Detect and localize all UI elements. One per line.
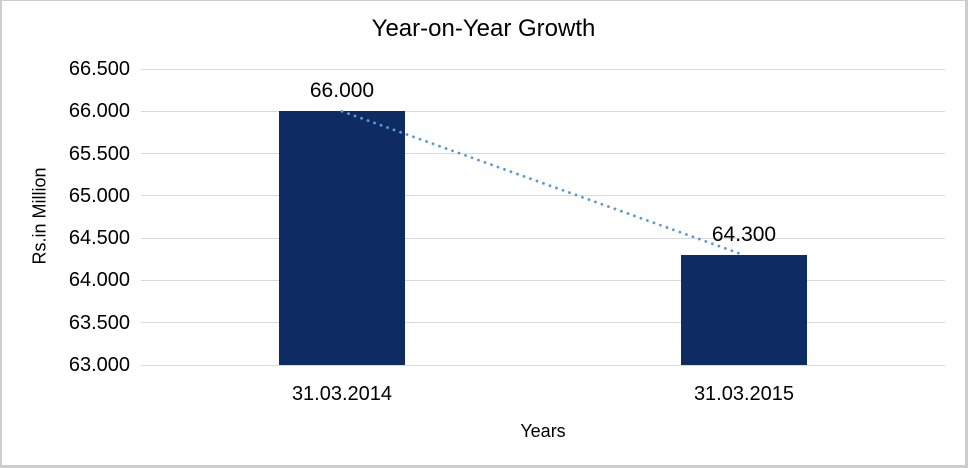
y-tick-label: 63.500 <box>68 311 130 334</box>
y-tick-label: 64.500 <box>68 227 130 250</box>
y-tick-label: 63.000 <box>68 354 130 376</box>
x-category-label: 31.03.2015 <box>693 383 795 405</box>
gridline <box>141 153 945 155</box>
gridline <box>141 195 945 197</box>
y-tick-label: 65.000 <box>68 184 130 207</box>
gridline <box>141 68 945 70</box>
y-tick-label: 66.500 <box>68 58 130 80</box>
y-tick-label: 64.000 <box>68 269 130 292</box>
x-axis-title: Years <box>520 421 566 441</box>
bar-data-label: 66.000 <box>309 79 375 103</box>
gridline <box>141 237 945 239</box>
y-tick-label: 66.000 <box>68 100 130 123</box>
chart-title: Year-on-Year Growth <box>371 15 596 42</box>
bar-data-label: 64.300 <box>711 223 777 247</box>
x-category-label: 31.03.2014 <box>291 383 393 405</box>
y-tick-label: 65.500 <box>68 142 130 165</box>
bar <box>279 111 405 365</box>
gridline <box>141 279 945 281</box>
gridline <box>141 110 945 112</box>
bar <box>681 255 807 365</box>
gridline <box>141 364 945 366</box>
gridline <box>141 322 945 324</box>
